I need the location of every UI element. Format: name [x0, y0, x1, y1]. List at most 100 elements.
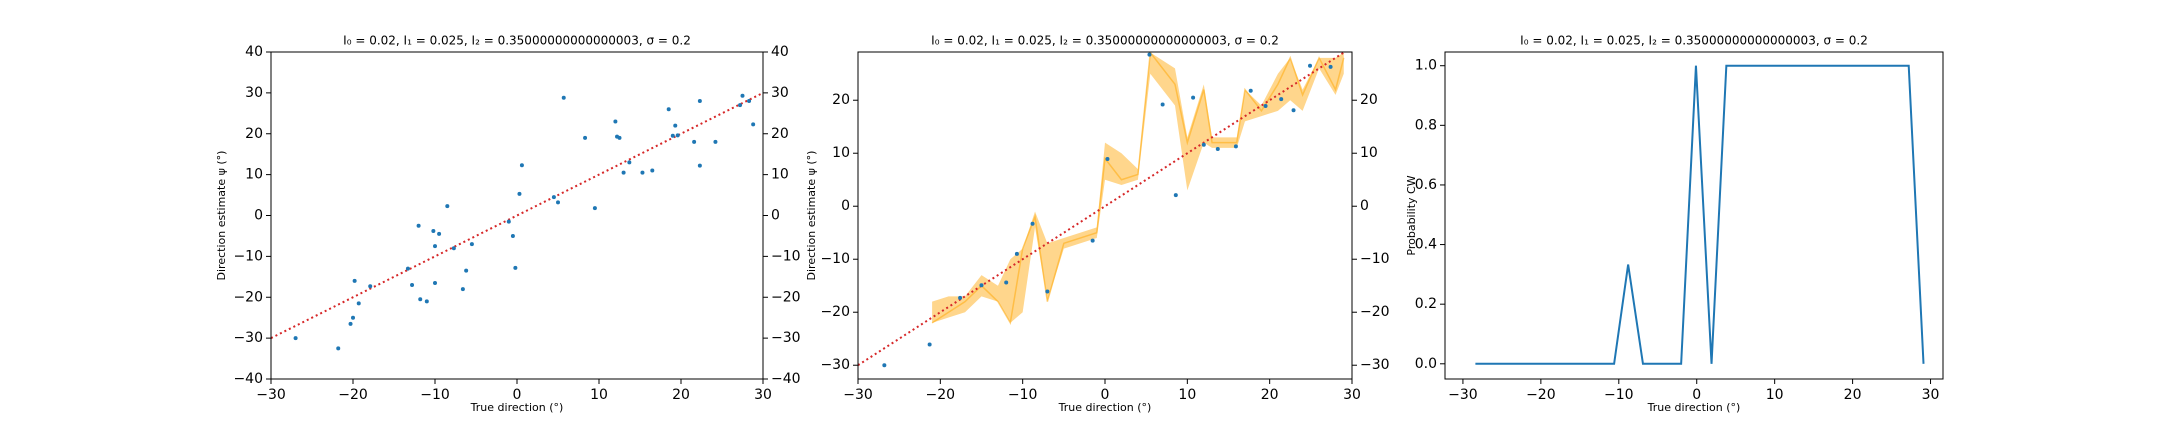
y-tick-label: −40	[233, 371, 263, 387]
x-tick-label: −30	[256, 387, 286, 403]
point	[1248, 88, 1253, 93]
y-tick-label: 40	[245, 44, 263, 60]
point	[1014, 251, 1019, 256]
point	[1279, 97, 1284, 102]
point	[416, 223, 421, 228]
point	[1191, 95, 1196, 100]
point	[424, 299, 429, 304]
point	[666, 107, 671, 112]
x-axis-label: True direction (°)	[1647, 401, 1741, 414]
y-tick-label: −10	[820, 251, 850, 267]
point	[410, 282, 415, 287]
point	[561, 95, 566, 100]
y-axis-label: Direction estimate ψ (°)	[215, 151, 228, 281]
y2-tick-label: −20	[1360, 304, 1390, 320]
point	[469, 242, 474, 247]
x-tick-label: −20	[338, 387, 368, 403]
axes-frame	[1444, 51, 1944, 380]
point	[1233, 144, 1238, 149]
point	[556, 200, 560, 205]
y-tick-label: −20	[233, 289, 263, 305]
y-axis-label: Probability CW	[1405, 175, 1418, 255]
point	[336, 346, 341, 351]
point	[517, 191, 522, 196]
point	[433, 244, 437, 249]
point	[675, 133, 680, 138]
y2-tick-label: −30	[1360, 357, 1390, 373]
point	[1263, 104, 1268, 109]
point	[697, 163, 702, 168]
y2-tick-label: 20	[771, 126, 789, 142]
point	[1090, 238, 1095, 243]
panel: I₀ = 0.02, I₁ = 0.025, I₂ = 0.3500000000…	[805, 34, 1390, 415]
point	[433, 280, 437, 285]
plot-area	[1475, 64, 1925, 365]
point	[418, 297, 423, 302]
x-tick-label: −30	[1448, 387, 1478, 403]
point	[437, 231, 442, 236]
x-tick-label: 10	[1178, 387, 1196, 403]
plot-area	[858, 52, 1347, 368]
point	[958, 295, 963, 300]
point	[751, 122, 756, 127]
y-tick-label: 0	[254, 208, 263, 224]
x-tick-label: 30	[1343, 387, 1361, 403]
y-tick-label: 20	[245, 126, 263, 142]
point	[405, 266, 410, 271]
point	[519, 163, 524, 168]
point	[1328, 64, 1333, 69]
point	[431, 229, 436, 234]
point	[451, 246, 456, 251]
y2-tick-label: −10	[771, 248, 801, 264]
y-tick-label: 10	[832, 145, 850, 161]
point	[1160, 102, 1165, 107]
chart-title: I₀ = 0.02, I₁ = 0.025, I₂ = 0.3500000000…	[343, 34, 691, 48]
point	[1291, 108, 1296, 113]
axes-frame	[857, 51, 1353, 380]
x-tick-label: 10	[590, 387, 608, 403]
y2-tick-label: −40	[771, 371, 801, 387]
point	[621, 170, 626, 175]
y-tick-label: 20	[832, 92, 850, 108]
point	[510, 233, 515, 238]
point	[1201, 142, 1206, 147]
point	[613, 119, 618, 124]
point	[293, 336, 298, 341]
point	[506, 219, 511, 224]
x-tick-label: −30	[843, 387, 873, 403]
point	[368, 284, 373, 289]
x-axis-label: True direction (°)	[1058, 401, 1152, 414]
point	[1004, 280, 1009, 285]
point	[583, 135, 588, 140]
x-tick-label: −10	[1008, 387, 1038, 403]
point	[979, 283, 984, 288]
y-tick-label: 0.8	[1415, 117, 1437, 133]
panel: I₀ = 0.02, I₁ = 0.025, I₂ = 0.3500000000…	[1405, 34, 1944, 414]
reference-line	[271, 91, 763, 340]
axes-frame	[270, 51, 764, 380]
point	[351, 315, 355, 320]
point	[356, 301, 361, 306]
confidence-band	[932, 52, 1344, 323]
point	[445, 204, 450, 209]
x-tick-label: 0	[1692, 387, 1701, 403]
x-tick-label: −20	[926, 387, 956, 403]
x-tick-label: −10	[420, 387, 450, 403]
x-tick-label: 10	[1766, 387, 1784, 403]
chart-title: I₀ = 0.02, I₁ = 0.025, I₂ = 0.3500000000…	[931, 34, 1279, 48]
point	[738, 103, 743, 108]
y-tick-label: −20	[820, 304, 850, 320]
y2-tick-label: −20	[771, 289, 801, 305]
x-tick-label: 0	[1101, 387, 1110, 403]
point	[650, 168, 655, 173]
y-tick-label: 0.2	[1415, 296, 1437, 312]
point	[747, 99, 752, 104]
point	[617, 135, 622, 140]
point	[352, 278, 357, 283]
y2-tick-label: 0	[771, 208, 780, 224]
point	[1215, 146, 1220, 151]
y-tick-label: 0.0	[1415, 356, 1437, 372]
y-tick-label: −10	[233, 248, 263, 264]
y2-tick-label: −30	[771, 330, 801, 346]
